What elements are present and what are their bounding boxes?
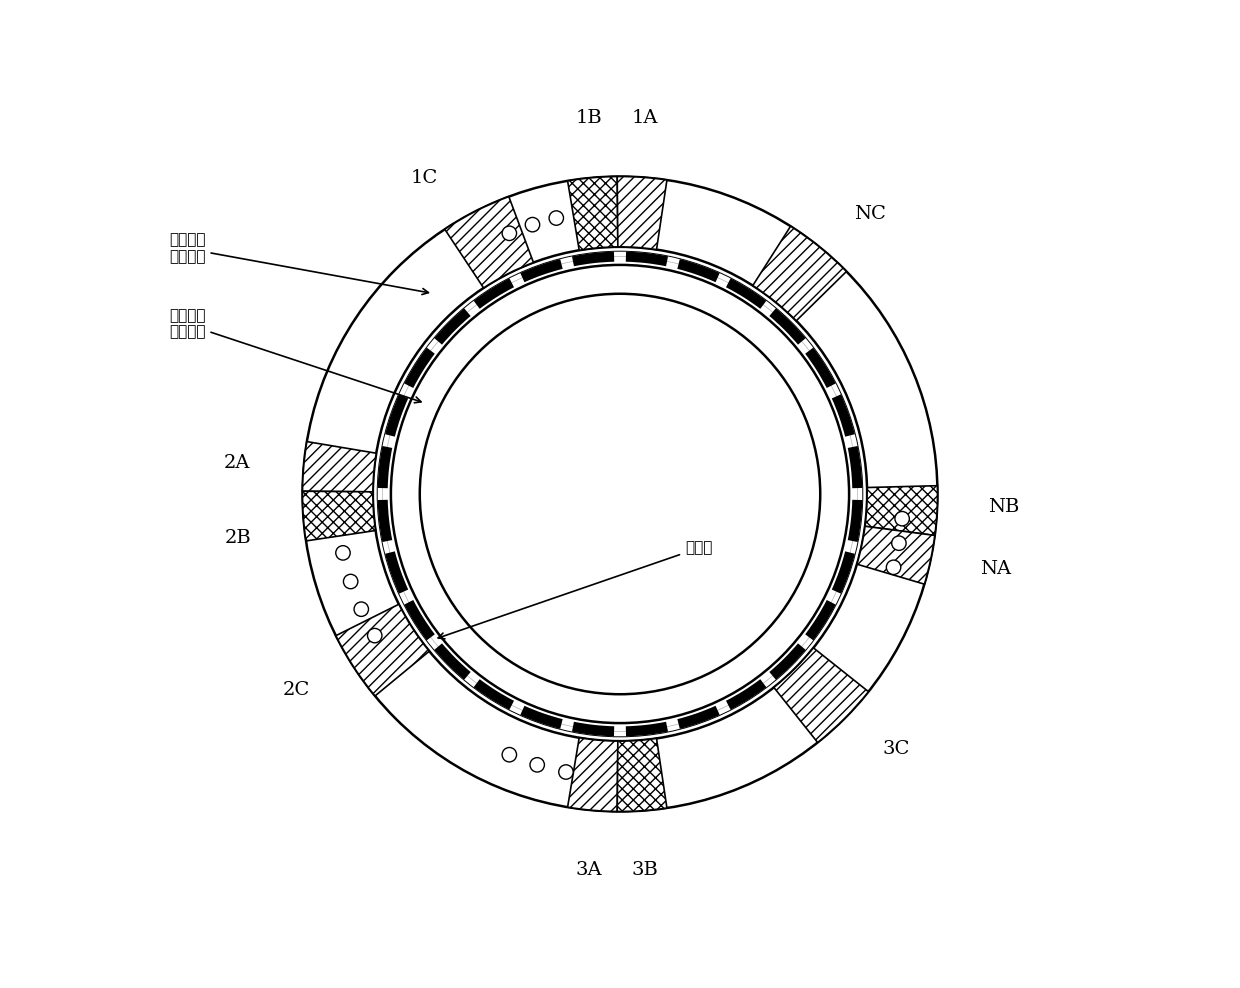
Text: 永磁电机
转子部分: 永磁电机 转子部分 (169, 309, 422, 403)
Wedge shape (474, 679, 515, 709)
Wedge shape (618, 177, 667, 250)
Circle shape (559, 765, 573, 780)
Wedge shape (386, 394, 408, 437)
Wedge shape (434, 308, 471, 345)
Wedge shape (725, 279, 766, 309)
Text: 1A: 1A (632, 109, 658, 126)
Wedge shape (626, 722, 668, 736)
Wedge shape (521, 705, 563, 729)
Circle shape (336, 545, 350, 560)
Text: 1C: 1C (410, 170, 438, 188)
Wedge shape (521, 259, 563, 283)
Circle shape (526, 217, 539, 232)
Wedge shape (774, 648, 868, 742)
Wedge shape (769, 643, 806, 680)
Text: 2A: 2A (223, 453, 249, 471)
Circle shape (502, 226, 517, 240)
Circle shape (895, 512, 909, 526)
Wedge shape (857, 527, 935, 584)
Wedge shape (848, 500, 862, 542)
Text: 2C: 2C (283, 682, 310, 700)
Wedge shape (404, 348, 435, 388)
Wedge shape (386, 551, 408, 594)
Text: 3C: 3C (883, 740, 910, 758)
Wedge shape (725, 679, 766, 709)
Wedge shape (618, 738, 667, 811)
Circle shape (892, 535, 906, 550)
Wedge shape (805, 348, 836, 388)
Wedge shape (832, 394, 854, 437)
Wedge shape (572, 252, 614, 266)
Wedge shape (303, 177, 937, 811)
Wedge shape (378, 446, 392, 488)
Circle shape (367, 628, 382, 643)
Wedge shape (404, 600, 435, 640)
Circle shape (355, 602, 368, 617)
Wedge shape (391, 265, 849, 723)
Text: NC: NC (854, 205, 887, 222)
Circle shape (420, 293, 820, 695)
Text: 永磁电机
定子部分: 永磁电机 定子部分 (169, 233, 429, 294)
Wedge shape (445, 197, 533, 288)
Wedge shape (303, 491, 376, 540)
Wedge shape (434, 643, 471, 680)
Wedge shape (848, 446, 862, 488)
Circle shape (529, 758, 544, 772)
Circle shape (549, 210, 563, 225)
Wedge shape (336, 605, 429, 696)
Circle shape (343, 574, 358, 589)
Wedge shape (572, 722, 614, 736)
Text: 1B: 1B (575, 110, 601, 127)
Circle shape (887, 560, 900, 574)
Wedge shape (568, 738, 618, 811)
Text: 2B: 2B (224, 529, 250, 547)
Circle shape (502, 748, 517, 762)
Text: 3A: 3A (575, 861, 601, 878)
Wedge shape (866, 486, 937, 535)
Wedge shape (832, 551, 854, 594)
Wedge shape (378, 500, 392, 542)
Wedge shape (677, 705, 719, 729)
Text: NA: NA (980, 560, 1012, 578)
Text: NB: NB (988, 498, 1019, 516)
Text: 3B: 3B (631, 862, 658, 879)
Wedge shape (677, 259, 719, 283)
Wedge shape (568, 177, 618, 250)
Wedge shape (805, 600, 836, 640)
Wedge shape (626, 252, 668, 266)
Text: 永磁体: 永磁体 (438, 541, 712, 639)
Wedge shape (769, 308, 806, 345)
Wedge shape (474, 279, 515, 309)
Wedge shape (753, 226, 847, 321)
Wedge shape (303, 442, 376, 492)
